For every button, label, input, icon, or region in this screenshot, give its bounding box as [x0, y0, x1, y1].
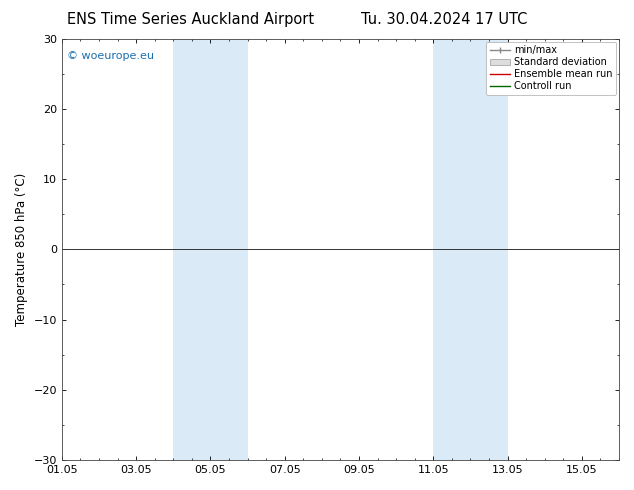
Bar	[210, 39, 248, 460]
Text: © woeurope.eu: © woeurope.eu	[67, 51, 155, 61]
Bar	[433, 39, 470, 460]
Text: Tu. 30.04.2024 17 UTC: Tu. 30.04.2024 17 UTC	[361, 12, 527, 27]
Bar	[173, 39, 210, 460]
Text: ENS Time Series Auckland Airport: ENS Time Series Auckland Airport	[67, 12, 314, 27]
Y-axis label: Temperature 850 hPa (°C): Temperature 850 hPa (°C)	[15, 173, 28, 326]
Bar	[470, 39, 508, 460]
Legend: min/max, Standard deviation, Ensemble mean run, Controll run: min/max, Standard deviation, Ensemble me…	[486, 42, 616, 95]
